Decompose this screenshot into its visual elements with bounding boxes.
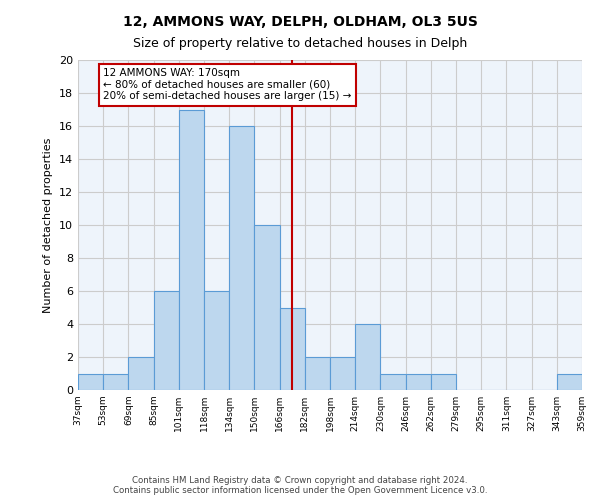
Y-axis label: Number of detached properties: Number of detached properties xyxy=(43,138,53,312)
Bar xyxy=(128,357,154,390)
Bar xyxy=(179,110,204,390)
Bar xyxy=(406,374,431,390)
Bar xyxy=(305,357,330,390)
Bar xyxy=(280,308,305,390)
Text: 12 AMMONS WAY: 170sqm
← 80% of detached houses are smaller (60)
20% of semi-deta: 12 AMMONS WAY: 170sqm ← 80% of detached … xyxy=(103,68,352,102)
Bar xyxy=(431,374,456,390)
Bar xyxy=(557,374,582,390)
Bar xyxy=(229,126,254,390)
Bar xyxy=(380,374,406,390)
Bar xyxy=(355,324,380,390)
Bar xyxy=(204,291,229,390)
Text: Size of property relative to detached houses in Delph: Size of property relative to detached ho… xyxy=(133,38,467,51)
Bar xyxy=(330,357,355,390)
Bar xyxy=(103,374,128,390)
Bar xyxy=(78,374,103,390)
Text: 12, AMMONS WAY, DELPH, OLDHAM, OL3 5US: 12, AMMONS WAY, DELPH, OLDHAM, OL3 5US xyxy=(122,15,478,29)
Text: Contains HM Land Registry data © Crown copyright and database right 2024.
Contai: Contains HM Land Registry data © Crown c… xyxy=(113,476,487,495)
Bar xyxy=(154,291,179,390)
Bar xyxy=(254,225,280,390)
